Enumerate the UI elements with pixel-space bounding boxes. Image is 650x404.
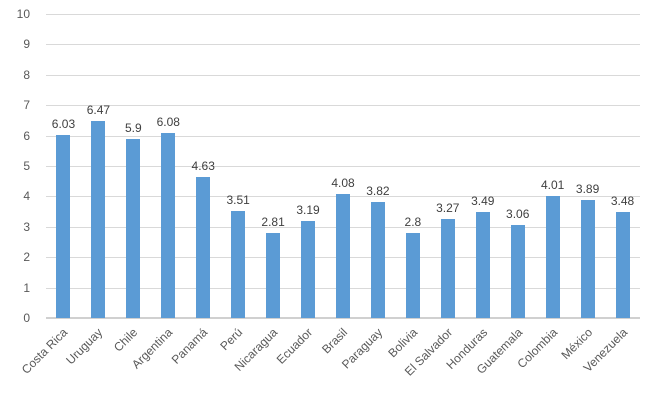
bar: [475, 211, 490, 318]
data-label: 3.49: [471, 193, 495, 208]
data-label: 3.19: [296, 203, 320, 218]
y-tick-label: 2: [23, 250, 30, 265]
x-axis-line: [46, 317, 640, 319]
y-tick-label: 8: [23, 67, 30, 82]
data-label: 3.06: [506, 206, 530, 221]
bar: [440, 218, 455, 318]
bar: [196, 177, 211, 318]
data-label: 4.01: [540, 178, 565, 193]
bar: [301, 221, 316, 318]
y-tick-label: 5: [23, 159, 30, 173]
bar: [370, 201, 385, 318]
y-tick-label: 7: [23, 98, 30, 113]
bar: [266, 232, 281, 318]
bar: [510, 224, 525, 318]
gridline: [46, 74, 640, 76]
data-label: 3.51: [226, 193, 250, 208]
data-label: 3.48: [610, 194, 635, 209]
y-tick-label: 9: [23, 37, 30, 52]
gridline: [46, 105, 640, 107]
bar: [161, 133, 176, 318]
bar: [126, 138, 141, 318]
bar: [231, 211, 246, 318]
bar: [336, 193, 350, 318]
data-label: 4.08: [331, 175, 355, 190]
data-label: 3.82: [366, 183, 390, 198]
data-label: 6.03: [51, 116, 76, 131]
data-label: 5.9: [125, 120, 142, 135]
gridline: [46, 14, 640, 15]
plot-area: 6.03 6.47 5.9 6.08 4.63 3.51 2.81 3.19 4.08 3.82 2…: [46, 14, 640, 319]
gridline: [46, 135, 640, 137]
data-label: 2.8: [404, 214, 422, 229]
bar: [580, 199, 595, 318]
y-tick-label: 3: [23, 219, 30, 234]
y-tick-label: 6: [23, 128, 30, 143]
y-tick-label: 10: [16, 7, 30, 21]
y-tick-label: 1: [23, 280, 30, 295]
data-label: 3.27: [436, 200, 460, 215]
y-tick-label: 4: [23, 189, 30, 204]
gridline: [46, 44, 640, 46]
data-label: 3.89: [575, 181, 600, 196]
bar: [56, 134, 71, 318]
bar: [405, 232, 420, 318]
bar: [91, 121, 106, 318]
data-label: 4.63: [191, 159, 215, 174]
y-tick-label: 0: [23, 311, 30, 325]
bar: [545, 196, 560, 318]
data-label: 6.08: [156, 115, 180, 130]
data-label: 2.81: [261, 214, 285, 229]
data-label: 6.47: [86, 103, 111, 118]
bar: [615, 212, 630, 318]
gridline: [46, 166, 640, 167]
